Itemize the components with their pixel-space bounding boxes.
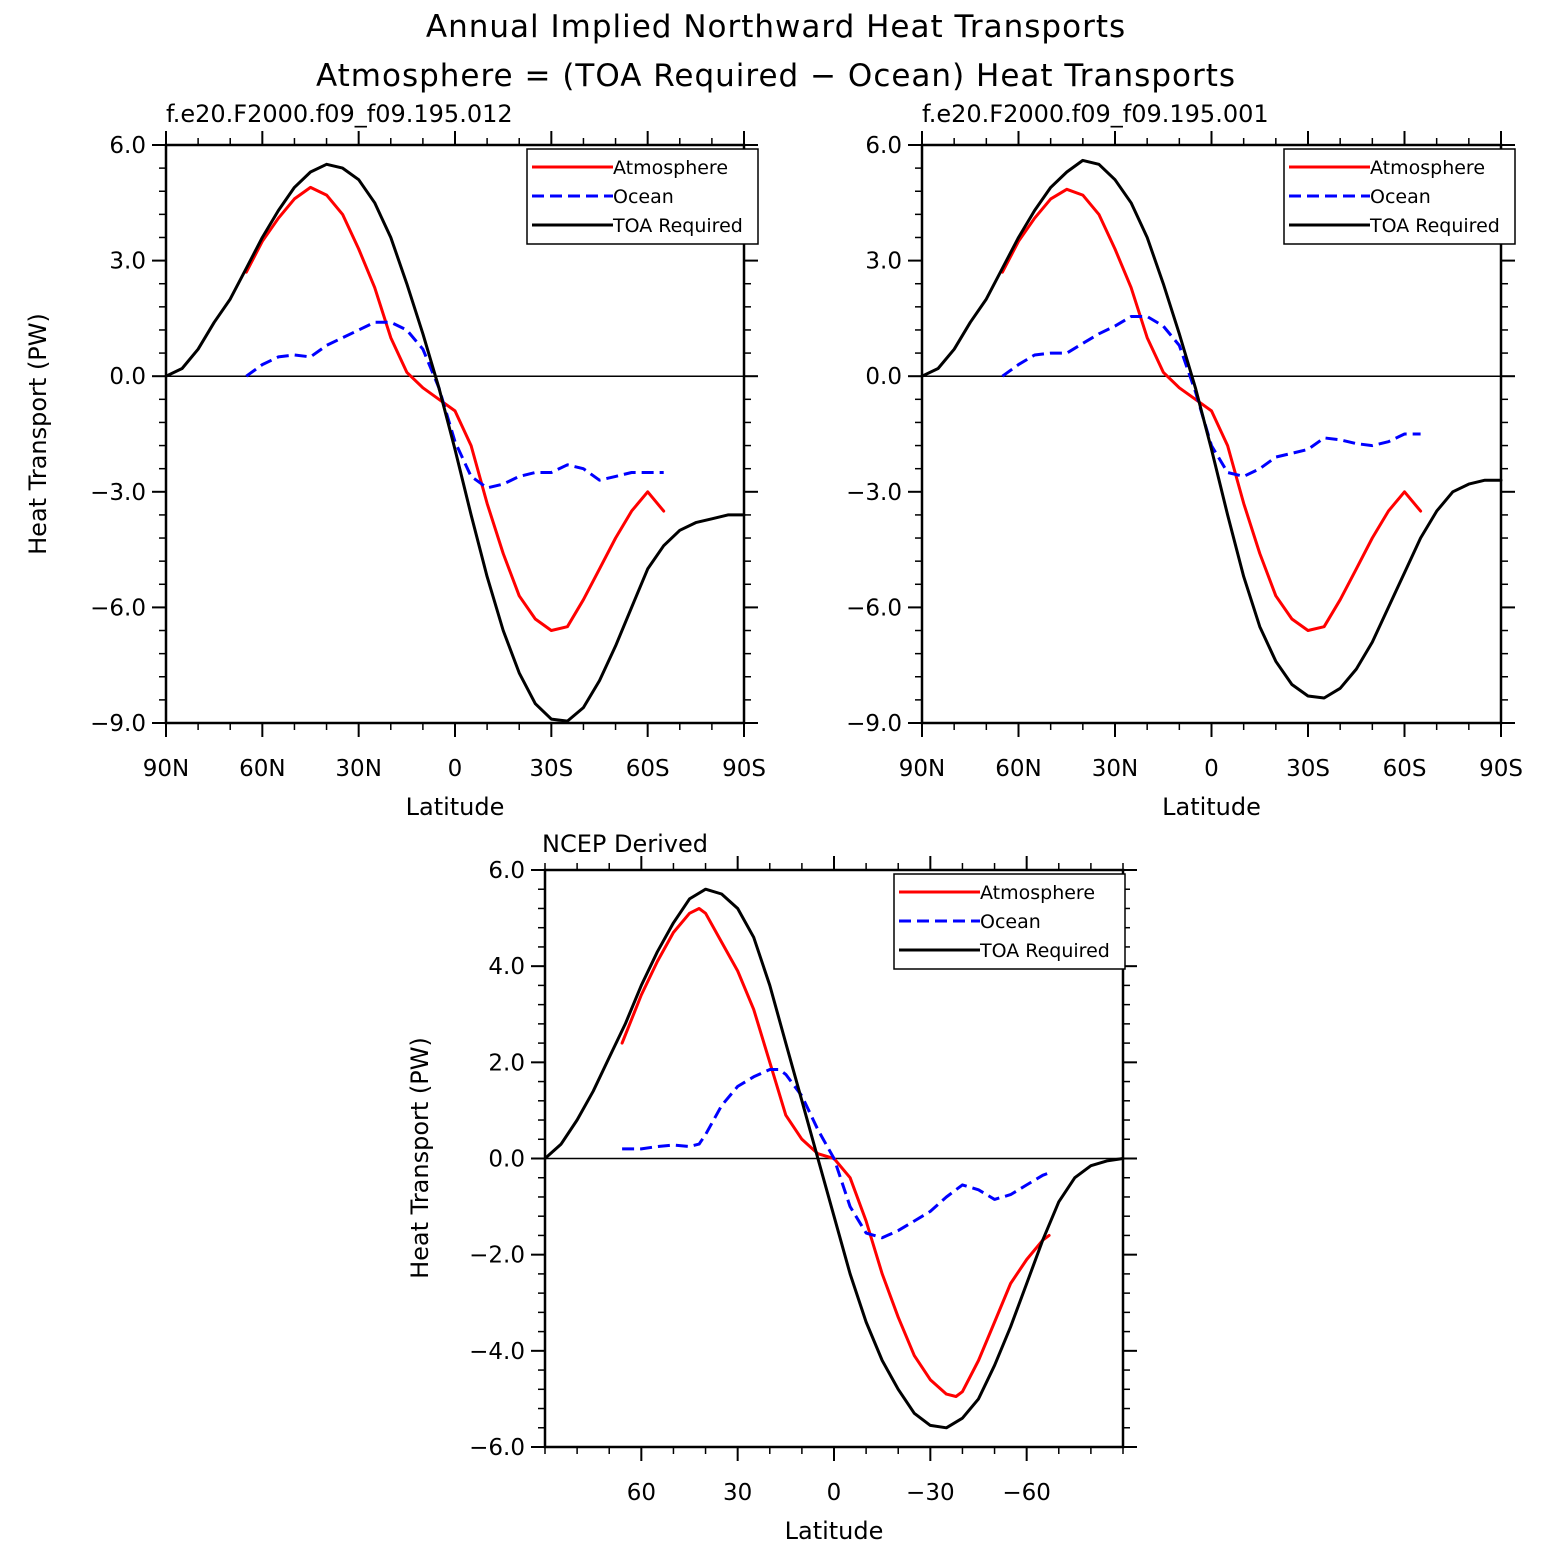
series-line-atmosphere <box>620 907 1051 1398</box>
legend-label: Atmosphere <box>980 882 1095 904</box>
y-tick-label: −6.0 <box>469 1435 525 1461</box>
plot-frame <box>920 143 1503 725</box>
series-line-ocean <box>245 320 664 490</box>
y-tick-label: 6.0 <box>109 133 146 159</box>
y-tick-label: −3.0 <box>846 480 902 506</box>
legend: Atmosphere Ocean TOA Required <box>893 873 1126 970</box>
chart-panel-1: 6.0 3.0 0.0 −3.0 −6.0 −9.0 90N 60N 30N 0 30S 60S 90S… <box>24 100 766 821</box>
x-tick-label: 90N <box>143 756 189 782</box>
legend-box <box>893 873 1126 970</box>
x-tick-label: 30N <box>335 756 381 782</box>
series-line-atmosphere <box>1000 187 1423 632</box>
x-tick-label: −30 <box>906 1480 955 1506</box>
series-line-atmosphere <box>244 185 666 632</box>
chart-panel-2: 6.0 3.0 0.0 −3.0 −6.0 −9.0 90N 60N 30N 0 30S 60S 90S… <box>846 100 1523 821</box>
x-tick-label: 60N <box>995 756 1041 782</box>
figure-title-line1: Annual Implied Northward Heat Transports <box>426 9 1126 45</box>
legend: Atmosphere Ocean TOA Required <box>1283 148 1516 245</box>
panel-title: f.e20.F2000.f09_f09.195.012 <box>166 100 513 128</box>
y-tick-label: 0.0 <box>865 364 902 390</box>
y-tick-label: 0.0 <box>109 364 146 390</box>
x-tick-label: 30 <box>723 1480 752 1506</box>
legend-label: Ocean <box>613 186 674 208</box>
series-line-toa-required <box>164 162 746 723</box>
y-tick-label: −3.0 <box>90 480 146 506</box>
figure-title-line2: Atmosphere = (TOA Required − Ocean) Heat… <box>316 58 1236 94</box>
x-tick-label: 30S <box>529 756 573 782</box>
x-tick-label: 90N <box>899 756 945 782</box>
x-tick-label: 0 <box>827 1480 842 1506</box>
legend-label: Ocean <box>980 911 1041 933</box>
series-line-toa-required <box>543 887 1125 1430</box>
y-tick-label: −4.0 <box>469 1339 525 1365</box>
y-tick-label: 2.0 <box>488 1050 525 1076</box>
legend-label: TOA Required <box>612 215 743 237</box>
y-tick-label: −6.0 <box>846 595 902 621</box>
x-tick-label: −60 <box>1002 1480 1051 1506</box>
charts-container: 6.0 3.0 0.0 −3.0 −6.0 −9.0 90N 60N 30N 0 30S 60S 90S… <box>24 100 1523 1545</box>
x-tick-label: 30S <box>1286 756 1330 782</box>
legend: Atmosphere Ocean TOA Required <box>526 148 759 245</box>
x-tick-label: 90S <box>1479 756 1523 782</box>
legend-box <box>1283 148 1516 245</box>
x-axis-label: Latitude <box>785 1517 884 1545</box>
x-tick-label: 0 <box>1204 756 1219 782</box>
legend-label: Ocean <box>1370 186 1431 208</box>
y-axis-label: Heat Transport (PW) <box>24 313 52 555</box>
y-tick-label: 3.0 <box>109 249 146 275</box>
series-line-ocean <box>622 1068 1050 1240</box>
plot-frame <box>543 868 1125 1449</box>
legend-label: Atmosphere <box>1370 157 1485 179</box>
x-tick-label: 90S <box>722 756 766 782</box>
y-tick-label: 4.0 <box>488 954 525 980</box>
x-tick-label: 0 <box>448 756 463 782</box>
panel-title: NCEP Derived <box>542 830 708 858</box>
x-tick-label: 60S <box>1383 756 1427 782</box>
x-tick-label: 60S <box>626 756 670 782</box>
y-tick-label: −6.0 <box>90 595 146 621</box>
x-axis-label: Latitude <box>1162 793 1261 821</box>
panel-title: f.e20.F2000.f09_f09.195.001 <box>922 100 1269 128</box>
y-tick-label: 0.0 <box>488 1147 525 1173</box>
legend-label: Atmosphere <box>613 157 728 179</box>
y-tick-label: 6.0 <box>865 133 902 159</box>
y-axis-label: Heat Transport (PW) <box>406 1037 434 1279</box>
chart-panel-3: 6.0 4.0 2.0 0.0 −2.0 −4.0 −6.0 60 30 0 −30 −60 NCEP … <box>406 830 1137 1545</box>
legend-label: TOA Required <box>979 940 1110 962</box>
series-line-toa-required <box>920 158 1503 700</box>
legend-label: TOA Required <box>1369 215 1500 237</box>
y-tick-label: −9.0 <box>90 711 146 737</box>
x-tick-label: 60 <box>627 1480 656 1506</box>
y-tick-label: 3.0 <box>865 249 902 275</box>
y-tick-label: −2.0 <box>469 1243 525 1269</box>
x-axis-label: Latitude <box>406 793 505 821</box>
y-tick-label: 6.0 <box>488 858 525 884</box>
plot-frame <box>164 143 746 725</box>
x-tick-label: 30N <box>1092 756 1138 782</box>
x-tick-label: 60N <box>239 756 285 782</box>
legend-box <box>526 148 759 245</box>
y-tick-label: −9.0 <box>846 711 902 737</box>
